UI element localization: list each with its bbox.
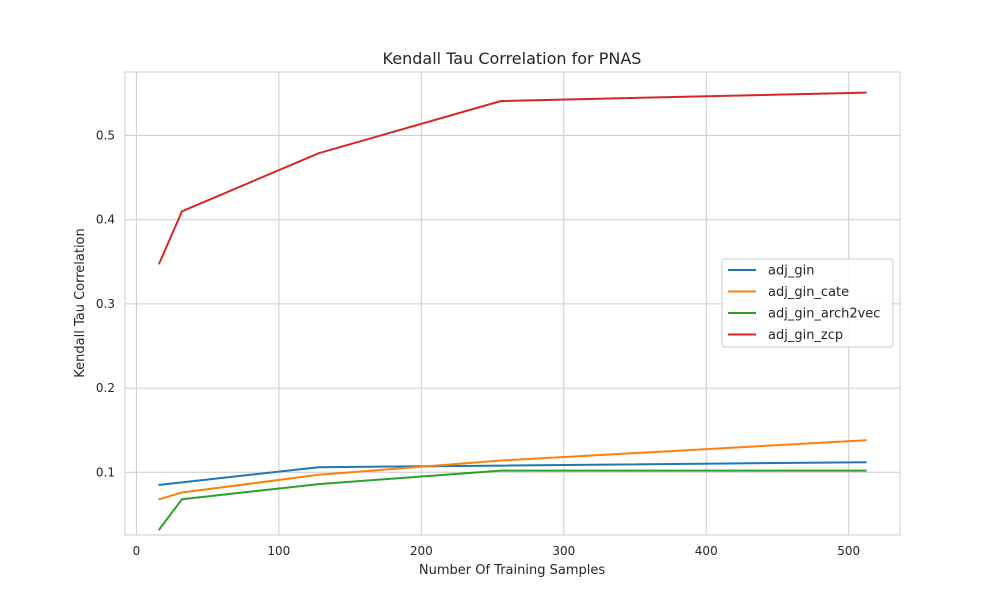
x-tick-label: 400 [695, 544, 718, 558]
series-line-adj-gin [158, 461, 867, 486]
series-line-adj-gin-arch2vec [158, 469, 867, 531]
x-tick-label: 0 [133, 544, 141, 558]
legend-label-adj-gin: adj_gin [768, 264, 814, 279]
series-lines [158, 91, 867, 531]
legend: adj_gin adj_gin_cate adj_gin_arch2vec adj_g… [721, 258, 894, 348]
legend-label-adj-gin-arch2vec: adj_gin_arch2vec [768, 307, 880, 322]
x-tick-label: 300 [552, 544, 575, 558]
y-tick-labels: 0.1 0.2 0.3 0.4 0.5 [96, 129, 115, 480]
x-axis-label: Number Of Training Samples [419, 563, 605, 578]
y-tick-label: 0.3 [96, 297, 115, 311]
x-tick-labels: 0 100 200 300 400 500 [133, 544, 861, 558]
x-tick-label: 100 [267, 544, 290, 558]
chart-title: Kendall Tau Correlation for PNAS [383, 49, 642, 68]
plot-area-frame [124, 71, 901, 536]
grid-lines [125, 72, 900, 535]
x-tick-label: 200 [410, 544, 433, 558]
y-axis-label: Kendall Tau Correlation [73, 228, 88, 378]
series-line-adj-gin-zcp [158, 91, 867, 265]
y-tick-label: 0.4 [96, 213, 115, 227]
y-tick-label: 0.2 [96, 381, 115, 395]
legend-box [721, 258, 894, 348]
series-line-adj-gin-cate [158, 439, 867, 501]
y-tick-label: 0.1 [96, 465, 115, 479]
legend-label-adj-gin-cate: adj_gin_cate [768, 285, 849, 300]
y-tick-label: 0.5 [96, 129, 115, 143]
legend-label-adj-gin-zcp: adj_gin_zcp [768, 328, 843, 343]
x-tick-label: 500 [837, 544, 860, 558]
